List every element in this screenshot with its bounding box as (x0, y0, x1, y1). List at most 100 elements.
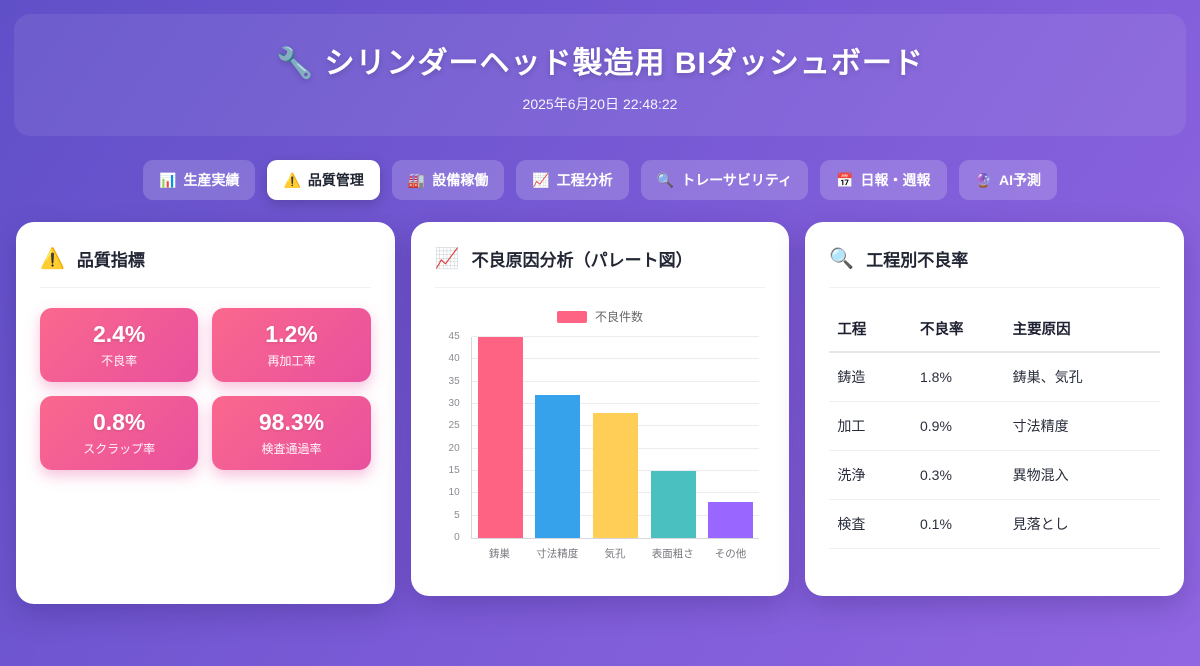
chart-bar (477, 337, 523, 538)
bars (472, 337, 760, 538)
dashboard-header: 🔧 シリンダーヘッド製造用 BIダッシュボード 2025年6月20日 22:48:… (14, 14, 1186, 136)
calendar-icon: 📅 (836, 171, 854, 188)
datetime-display: 2025年6月20日 22:48:22 (522, 96, 678, 112)
crystal-ball-icon: 🔮 (974, 171, 992, 188)
tab-reports[interactable]: 📅 日報・週報 (820, 160, 947, 200)
cell-process: 加工 (829, 401, 912, 451)
legend-label: 不良件数 (595, 310, 644, 324)
x-tick-label: 表面粗さ (651, 548, 694, 560)
warning-icon: ⚠️ (283, 171, 301, 188)
table-header-row: 工程 不良率 主要原因 (829, 308, 1161, 353)
x-tick-label: 鋳巣 (489, 548, 511, 560)
process-defect-card: 🔍 工程別不良率 工程 不良率 主要原因 鋳造 1.8% 鋳巣、気孔 加工 (805, 222, 1185, 596)
column-header: 主要原因 (1004, 308, 1161, 353)
y-tick-label: 25 (448, 420, 460, 432)
cell-process: 鋳造 (829, 352, 912, 402)
tab-process-analysis[interactable]: 📈 工程分析 (516, 160, 629, 200)
tab-quality[interactable]: ⚠️ 品質管理 (267, 160, 380, 200)
pareto-card-title: 不良原因分析（パレート図） (471, 251, 693, 270)
chart-bar (708, 502, 754, 538)
metric-value: 98.3% (258, 409, 325, 435)
cell-rate: 0.1% (912, 499, 1005, 549)
chart-bar-slot (529, 337, 587, 538)
bar-chart-icon: 📊 (159, 171, 177, 188)
legend-swatch (557, 310, 587, 323)
tab-label: 品質管理 (307, 172, 364, 188)
y-tick-label: 0 (454, 532, 460, 543)
tab-ai-forecast[interactable]: 🔮 AI予測 (958, 160, 1057, 200)
gridline (471, 358, 760, 360)
magnifier-icon: 🔍 (656, 171, 675, 188)
metric-label: 再加工率 (267, 354, 316, 368)
x-tick-label: その他 (714, 548, 747, 560)
tab-label: 生産実績 (183, 172, 240, 188)
gridline (471, 380, 760, 382)
y-axis-labels: 0 5 10 15 20 25 30 35 40 45 (436, 332, 466, 543)
chart-bar (593, 412, 638, 538)
y-tick-label: 35 (448, 375, 460, 387)
metric-value: 2.4% (92, 321, 146, 347)
chart-bar-slot (644, 337, 702, 538)
metric-grid: 2.4% 不良率 1.2% 再加工率 0.8% スクラップ率 98.3% 検査通… (40, 308, 371, 470)
metric-pass-rate: 98.3% 検査通過率 (212, 396, 371, 470)
y-tick-label: 30 (448, 398, 460, 410)
quality-metrics-card: ⚠️ 品質指標 2.4% 不良率 1.2% 再加工率 0.8% スクラップ率 9… (16, 222, 395, 604)
metric-defect-rate: 2.4% 不良率 (40, 308, 199, 382)
metric-value: 0.8% (92, 409, 146, 435)
wrench-icon: 🔧 (276, 47, 315, 80)
metric-value: 1.2% (265, 321, 318, 347)
y-tick-label: 5 (454, 509, 460, 521)
cell-process: 検査 (829, 499, 912, 549)
cell-process: 洗浄 (829, 450, 912, 500)
gridline (471, 336, 760, 337)
page-title: 🔧 シリンダーヘッド製造用 BIダッシュボード (24, 38, 1176, 82)
metric-label: 検査通過率 (261, 442, 322, 456)
cell-cause: 鋳巣、気孔 (1004, 352, 1161, 402)
x-tick-label: 寸法精度 (536, 548, 579, 560)
metric-scrap-rate: 0.8% スクラップ率 (40, 396, 199, 470)
y-tick-label: 20 (448, 442, 460, 454)
table-row: 洗浄 0.3% 異物混入 (829, 450, 1161, 500)
y-tick-label: 15 (448, 465, 460, 477)
line-chart-icon: 📈 (434, 248, 460, 270)
y-tick-label: 10 (448, 487, 460, 499)
tab-equipment[interactable]: 🏭 設備稼働 (391, 160, 505, 200)
magnifier-icon: 🔍 (829, 248, 855, 270)
tab-label: トレーサビリティ (681, 172, 793, 188)
quality-card-title: 品質指標 (76, 251, 145, 270)
cell-rate: 1.8% (912, 352, 1005, 402)
page-title-text: シリンダーヘッド製造用 BIダッシュボード (324, 47, 924, 80)
cell-rate: 0.9% (912, 401, 1005, 451)
metric-rework-rate: 1.2% 再加工率 (212, 308, 371, 382)
factory-icon: 🏭 (407, 171, 426, 188)
metric-label: スクラップ率 (83, 442, 156, 456)
cell-cause: 見落とし (1004, 499, 1161, 549)
pareto-card-header: 📈 不良原因分析（パレート図） (434, 246, 766, 288)
y-tick-label: 45 (448, 331, 460, 342)
column-header: 工程 (829, 308, 912, 353)
y-tick-label: 40 (448, 353, 460, 365)
column-header: 不良率 (912, 308, 1005, 353)
tab-label: 設備稼働 (432, 172, 489, 188)
x-tick-label: 気孔 (604, 548, 626, 560)
chart-bar (535, 395, 581, 538)
table-row: 加工 0.9% 寸法精度 (829, 401, 1161, 451)
metric-label: 不良率 (101, 354, 138, 368)
x-axis-labels: 鋳巣 寸法精度 気孔 表面粗さ その他 (471, 546, 760, 561)
chart-bar-slot (702, 337, 760, 538)
tab-label: AI予測 (998, 172, 1041, 188)
pareto-chart-card: 📈 不良原因分析（パレート図） 不良件数 0 5 10 15 20 25 30 35 40 45 … (410, 222, 790, 596)
tab-label: 工程分析 (556, 172, 613, 188)
cell-cause: 寸法精度 (1004, 401, 1161, 451)
tab-production[interactable]: 📊 生産実績 (143, 160, 256, 200)
bar-chart: 0 5 10 15 20 25 30 35 40 45 鋳巣 寸法精度 気孔 表面粗さ その他 (435, 332, 766, 561)
process-card-title: 工程別不良率 (866, 251, 969, 270)
tab-traceability[interactable]: 🔍 トレーサビリティ (640, 160, 809, 200)
cell-rate: 0.3% (912, 450, 1005, 500)
chart-legend: 不良件数 (435, 308, 766, 325)
warning-icon: ⚠️ (40, 248, 65, 270)
tab-label: 日報・週報 (860, 172, 931, 188)
process-card-header: 🔍 工程別不良率 (829, 246, 1161, 288)
table-row: 鋳造 1.8% 鋳巣、気孔 (829, 352, 1161, 402)
process-table: 工程 不良率 主要原因 鋳造 1.8% 鋳巣、気孔 加工 0.9% 寸法精度 洗… (829, 308, 1161, 549)
